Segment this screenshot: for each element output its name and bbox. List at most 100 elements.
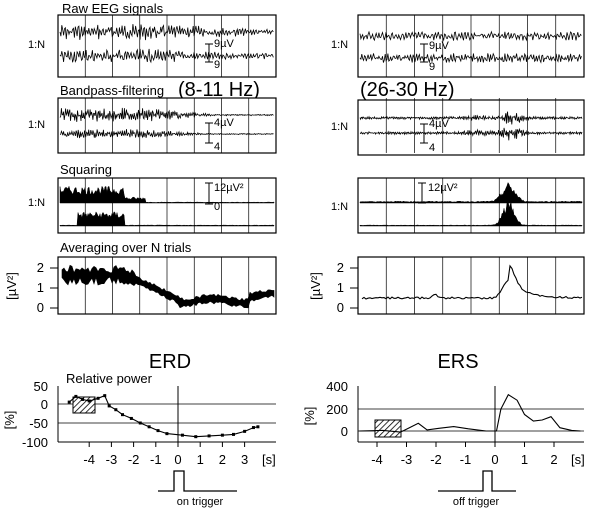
avg-left-tick: 0: [37, 300, 44, 315]
erd-x-tick: 3: [241, 452, 248, 467]
squaring-title: Squaring: [60, 162, 112, 177]
sq-right-scale-top: 12µV²: [428, 182, 458, 194]
erd-marker: [81, 397, 85, 401]
erd-y-tick: 0: [41, 397, 48, 412]
bp-right-trial-label: 1:N: [331, 121, 348, 133]
bp-right-scale-bottom: 4: [429, 142, 435, 154]
erd-marker: [194, 435, 198, 439]
bp-right-scale-top: 4µV: [429, 118, 449, 130]
raw-right-scale-top: 9µV: [429, 40, 449, 52]
bp-right-trace-2: [359, 127, 583, 141]
ers-x-tick: -2: [430, 452, 442, 467]
erd-y-tick: 50: [34, 379, 48, 394]
erd-marker: [138, 421, 142, 425]
erd-x-ticks: -4 -3 -2 -1 0 1 2 3: [83, 442, 248, 467]
raw-left-trace-2: [59, 48, 274, 64]
sq-left-scale-bottom: 0: [214, 201, 220, 213]
bp-right-scale-bar: [420, 123, 428, 144]
erd-marker: [207, 434, 211, 438]
ers-curve: [359, 393, 581, 433]
avg-right-tick: 2: [337, 260, 344, 275]
ers-y-tick: 200: [326, 402, 348, 417]
avg-right-trace: [361, 264, 583, 300]
bp-left-trace-1: [59, 107, 274, 122]
on-trigger-pulse: [158, 470, 237, 492]
raw-right-trace-1: [359, 30, 582, 42]
raw-right-scale-bottom: 9: [429, 61, 435, 73]
erd-marker: [96, 396, 100, 400]
ers-x-tick: 0: [491, 452, 498, 467]
on-trigger-label: on trigger: [177, 496, 224, 508]
avg-right-tick: 1: [337, 280, 344, 295]
ers-y-tick: 400: [326, 379, 348, 394]
bp-left-scale-top: 4µV: [214, 117, 234, 129]
erd-marker: [156, 429, 160, 433]
ers-x-tick: 2: [550, 452, 557, 467]
erd-marker: [147, 425, 151, 429]
raw-right-trace-2: [359, 52, 582, 64]
raw-eeg-title: Raw EEG signals: [62, 1, 164, 16]
sq-left-trace-1: [59, 185, 275, 204]
erd-subtitle: Relative power: [66, 371, 153, 386]
erd-curve: [68, 394, 258, 438]
ers-x-tick: -3: [401, 452, 413, 467]
erd-marker: [74, 394, 78, 398]
erd-marker: [220, 433, 224, 437]
erd-marker: [129, 416, 133, 420]
raw-right-scale-bar: [420, 43, 428, 63]
bp-left-scale-bottom: 4: [214, 141, 220, 153]
ers-y-ticks: 400 200 0: [326, 379, 348, 439]
sq-right-trace-2: [359, 198, 583, 227]
avg-left-tick: 1: [37, 280, 44, 295]
off-trigger-label: off trigger: [453, 496, 500, 508]
sq-left-scale-top: 12µV²: [214, 182, 244, 194]
erd-marker: [121, 413, 124, 417]
bp-left-trial-label: 1:N: [28, 119, 45, 131]
raw-left-scale-bar: [205, 43, 213, 63]
erd-marker: [67, 400, 71, 404]
off-trigger-pulse: [438, 470, 516, 492]
erd-marker: [165, 432, 169, 436]
erd-x-tick: 2: [219, 452, 226, 467]
raw-left-trial-label: 1:N: [28, 39, 45, 51]
avg-left-tick: 2: [37, 260, 44, 275]
bp-left-scale-bar: [205, 122, 213, 144]
erd-marker: [114, 408, 118, 412]
erd-y-ticks: 50 0 -50 -100: [22, 379, 48, 450]
bp-right-trace-1: [359, 111, 583, 125]
erd-x-tick: -3: [106, 452, 118, 467]
raw-left-scale-bottom: 9: [214, 59, 220, 71]
erd-y-tick: -50: [29, 416, 48, 431]
erd-marker: [87, 399, 91, 403]
raw-right-trial-label: 1:N: [331, 39, 348, 51]
erd-title: ERD: [149, 351, 191, 373]
erd-x-tick: 1: [197, 452, 204, 467]
sq-right-scale-bar: [418, 182, 426, 204]
erd-x-tick: -1: [150, 452, 162, 467]
avg-y-ticks: 2 2 1 1 0 0: [37, 260, 358, 315]
sq-left-scale-bar: [205, 182, 213, 205]
averaging-title: Averaging over N trials: [60, 240, 192, 255]
avg-left-trace: [61, 264, 275, 309]
raw-left-scale-top: 9µV: [214, 38, 234, 50]
squaring-grid: [84, 178, 557, 233]
erd-x-tick: -4: [83, 452, 95, 467]
bp-left-trace-2: [59, 129, 274, 139]
avg-right-tick: 0: [337, 300, 344, 315]
bandpass-grid: [84, 98, 557, 153]
erd-marker: [103, 394, 107, 398]
erd-ylabel: [%]: [2, 411, 17, 430]
ers-reference-box: [374, 419, 402, 438]
erd-y-tick: -100: [22, 435, 48, 450]
ers-x-tick: -1: [460, 452, 472, 467]
ers-xunit: [s]: [571, 452, 585, 467]
erd-markers: [67, 394, 260, 439]
sq-left-trace-2: [59, 211, 275, 227]
erd-marker: [107, 404, 111, 408]
erd-marker: [232, 432, 235, 436]
raw-left-trace-1: [59, 24, 274, 41]
ers-x-tick: 1: [521, 452, 528, 467]
raw-grid: [84, 15, 557, 77]
erd-marker: [251, 426, 255, 430]
